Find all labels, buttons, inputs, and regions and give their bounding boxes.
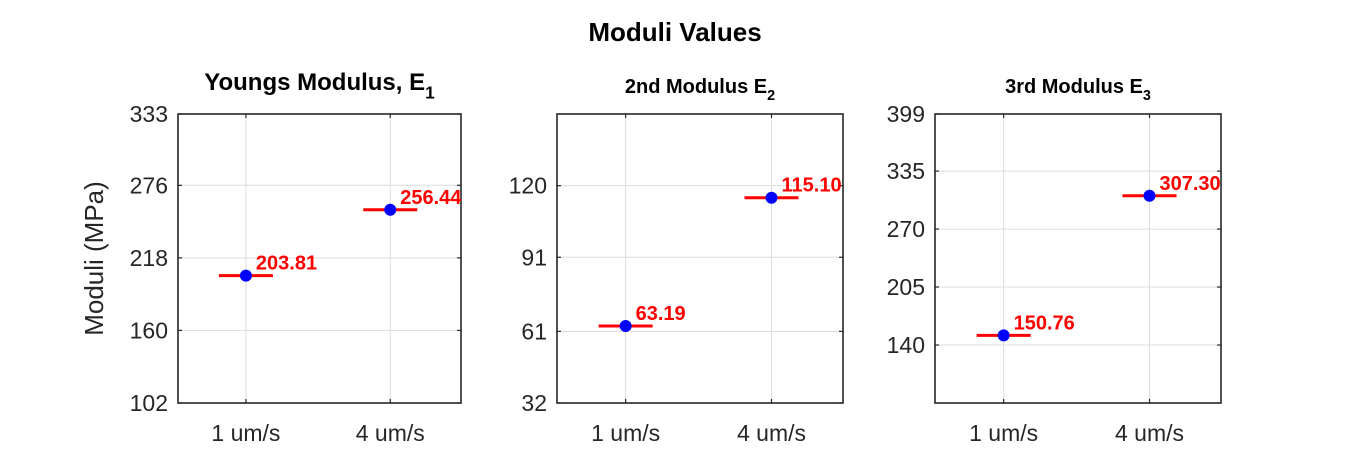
x-tick-label: 4 um/s [356,420,425,446]
data-point [619,319,632,332]
subplot-3: 140 205 270 335 399 1 um/s 4 um/s 150.76 307.30 3… [887,76,1222,446]
y-tick-label: 276 [130,172,168,198]
y-axis-label: Moduli (MPa) [79,181,109,336]
x-tick-label: 1 um/s [969,420,1038,446]
data-label: 63.19 [636,303,686,325]
data-label: 150.76 [1014,312,1075,334]
axes-box [934,113,1222,404]
x-tick-label: 1 um/s [591,420,660,446]
subplot-2: 32 61 91 120 1 um/s 4 um/s 63.19 115.10 2nd Modu… [509,76,844,446]
y-tick-label: 335 [887,158,925,184]
y-tick-label: 120 [509,173,547,199]
data-label: 115.10 [782,175,842,197]
figure-title: Moduli Values [588,17,761,47]
data-label: 307.30 [1160,173,1221,195]
y-tick-label: 91 [521,244,547,270]
data-point [239,269,252,282]
y-tick-label: 140 [887,332,925,358]
subplot-title: 2nd Modulus E2 [625,76,775,104]
axes-box [177,113,462,404]
subplot-title: 3rd Modulus E3 [1005,76,1151,104]
y-tick-label: 32 [521,390,547,416]
subplots: 102 160 218 276 333 1 um/s 4 um/s 203.81 256.44 Y… [79,69,1222,446]
x-tick-label: 4 um/s [1115,420,1184,446]
data-label: 203.81 [256,253,317,275]
y-tick-label: 160 [130,317,168,343]
y-tick-label: 399 [887,101,925,127]
data-point [997,329,1010,342]
x-tick-label: 4 um/s [737,420,806,446]
data-point [1143,189,1156,202]
y-tick-label: 102 [130,390,168,416]
y-tick-label: 205 [887,274,925,300]
data-point [765,191,778,204]
subplot-1: 102 160 218 276 333 1 um/s 4 um/s 203.81 256.44 Y… [79,69,462,446]
y-tick-label: 218 [130,245,168,271]
data-label: 256.44 [400,187,462,209]
y-tick-label: 270 [887,216,925,242]
y-tick-label: 61 [521,318,547,344]
x-tick-label: 1 um/s [211,420,280,446]
data-point [384,203,397,216]
axes-box [556,113,844,404]
y-tick-label: 333 [130,101,168,127]
subplot-title: Youngs Modulus, E1 [204,69,435,102]
